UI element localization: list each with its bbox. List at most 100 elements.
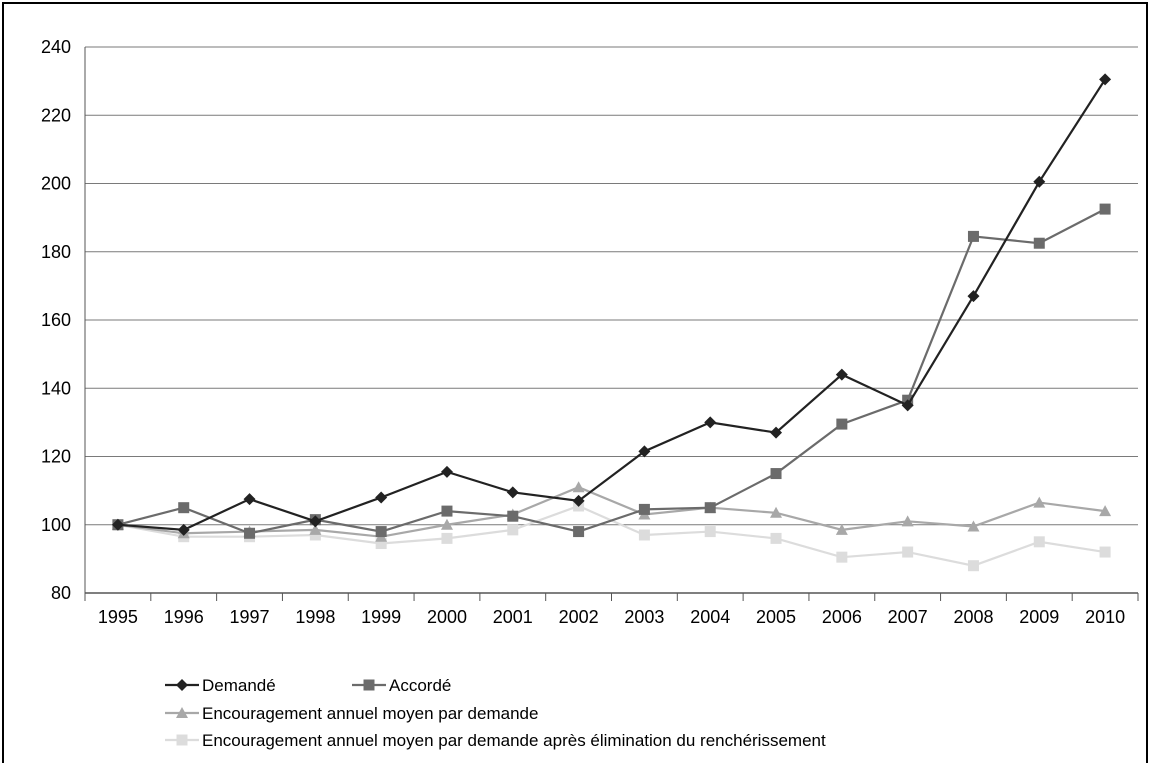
x-tick-label: 2010 xyxy=(1085,607,1125,627)
x-axis: 1995 1996 1997 1998 1999 2000 2001 2002 2003 2004… xyxy=(84,592,1139,627)
legend-label: Encouragement annuel moyen par demande xyxy=(202,704,538,723)
x-tick-label: 2007 xyxy=(888,607,928,627)
x-tick-label: 1997 xyxy=(230,607,270,627)
y-tick-label: 200 xyxy=(41,174,71,194)
x-tick-label: 2008 xyxy=(953,607,993,627)
y-tick-label: 80 xyxy=(51,583,71,603)
data-point xyxy=(1033,237,1045,249)
data-point xyxy=(704,502,716,514)
data-point xyxy=(835,368,848,381)
data-point xyxy=(1033,536,1045,548)
data-point xyxy=(243,493,256,506)
data-point xyxy=(440,518,453,530)
data-point xyxy=(967,290,980,303)
data-point xyxy=(177,523,190,536)
data-point xyxy=(902,546,914,558)
x-tick-label: 1999 xyxy=(361,607,401,627)
series-2 xyxy=(112,203,1111,539)
y-tick-label: 120 xyxy=(41,447,71,467)
series-4 xyxy=(112,500,1111,572)
data-point xyxy=(967,560,979,572)
legend-item: Encouragement annuel moyen par demande xyxy=(165,704,538,723)
series-line xyxy=(117,78,1107,531)
series-line xyxy=(117,504,1106,567)
data-point xyxy=(1099,546,1111,558)
y-tick-label: 160 xyxy=(41,310,71,330)
data-point xyxy=(309,529,321,541)
data-point xyxy=(573,526,585,538)
data-point xyxy=(835,523,848,535)
data-point xyxy=(638,503,650,515)
legend-label: Demandé xyxy=(202,676,276,695)
legend: Demandé Accordé Encouragement annuel moyen… xyxy=(165,676,826,750)
x-tick-label: 2004 xyxy=(690,607,730,627)
legend-marker xyxy=(176,679,188,691)
data-point xyxy=(309,515,322,528)
data-point xyxy=(770,468,782,480)
data-point xyxy=(375,526,387,538)
data-point xyxy=(901,399,914,412)
data-point xyxy=(572,481,585,493)
data-point xyxy=(111,518,124,531)
y-tick-label: 220 xyxy=(41,105,71,125)
legend-label: Accordé xyxy=(389,676,451,695)
data-point xyxy=(507,510,519,522)
data-point xyxy=(1099,73,1112,86)
data-point xyxy=(1033,496,1046,508)
data-point xyxy=(244,527,256,539)
data-point xyxy=(836,418,848,430)
data-point xyxy=(967,520,980,532)
data-point xyxy=(1099,505,1112,517)
y-tick-label: 240 xyxy=(41,37,71,57)
x-tick-label: 1996 xyxy=(164,607,204,627)
data-point xyxy=(836,551,848,563)
data-point xyxy=(375,491,388,504)
legend-item: Demandé xyxy=(165,676,276,695)
x-tick-label: 2009 xyxy=(1019,607,1059,627)
y-axis-tick-labels: 80 100 120 140 160 180 200 220 240 xyxy=(41,37,71,603)
series-line xyxy=(117,208,1106,535)
data-point xyxy=(638,529,650,541)
data-point xyxy=(770,532,782,544)
data-point xyxy=(507,524,519,536)
data-point xyxy=(572,494,585,507)
data-point xyxy=(375,538,387,550)
x-tick-label: 2002 xyxy=(559,607,599,627)
series-1 xyxy=(111,73,1112,536)
legend-item: Encouragement annuel moyen par demande a… xyxy=(165,731,826,750)
series-line xyxy=(117,486,1106,538)
data-point xyxy=(901,515,914,527)
data-point xyxy=(638,445,651,458)
data-point xyxy=(506,486,519,499)
x-tick-label: 2001 xyxy=(493,607,533,627)
data-point xyxy=(178,502,190,514)
x-tick-label: 1995 xyxy=(98,607,138,627)
data-point xyxy=(967,230,979,242)
data-point xyxy=(309,523,322,535)
data-point xyxy=(1033,175,1046,188)
data-point xyxy=(704,416,717,429)
data-point xyxy=(770,426,783,439)
legend-marker xyxy=(176,707,188,718)
legend-marker xyxy=(176,734,188,746)
data-point xyxy=(1099,203,1111,215)
series-layer xyxy=(111,73,1112,572)
y-tick-label: 140 xyxy=(41,378,71,398)
data-point xyxy=(770,506,783,518)
x-tick-label: 2003 xyxy=(624,607,664,627)
data-point xyxy=(441,505,453,517)
x-tick-label: 1998 xyxy=(295,607,335,627)
x-tick-label: 2005 xyxy=(756,607,796,627)
x-tick-label: 2006 xyxy=(822,607,862,627)
legend-item: Accordé xyxy=(352,676,451,695)
y-tick-label: 100 xyxy=(41,515,71,535)
legend-marker xyxy=(363,679,375,691)
data-point xyxy=(704,526,716,538)
data-point xyxy=(441,532,453,544)
x-tick-label: 2000 xyxy=(427,607,467,627)
grid-lines xyxy=(84,46,1138,593)
y-tick-label: 180 xyxy=(41,242,71,262)
legend-label: Encouragement annuel moyen par demande a… xyxy=(202,731,826,750)
